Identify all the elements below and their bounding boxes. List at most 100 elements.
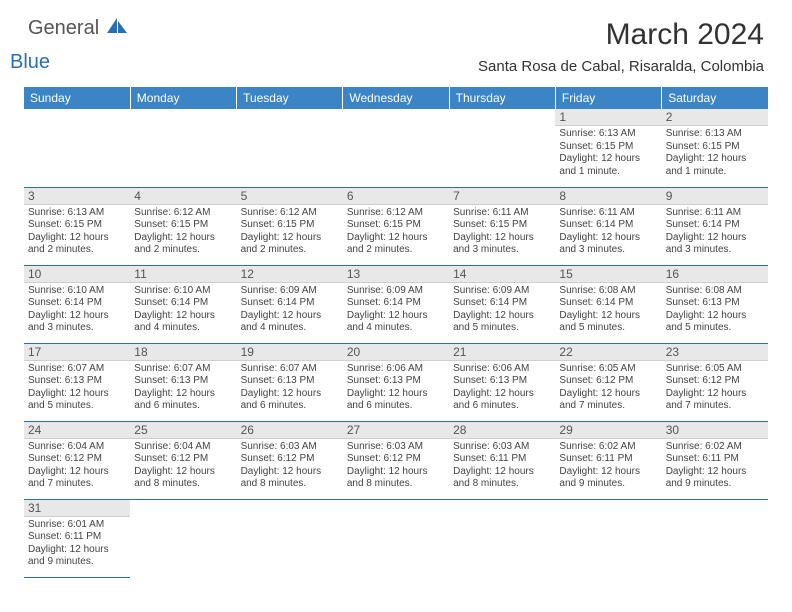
sunrise-text: Sunrise: 6:12 AM [241, 207, 339, 220]
sunset-text: Sunset: 6:14 PM [134, 297, 232, 310]
calendar-day-cell: 2Sunrise: 6:13 AMSunset: 6:15 PMDaylight… [662, 109, 768, 187]
day-number: 13 [343, 266, 449, 283]
calendar-day-cell [130, 109, 236, 187]
daylight-text: Daylight: 12 hours and 6 minutes. [134, 388, 232, 413]
month-title: March 2024 [478, 18, 764, 52]
sunset-text: Sunset: 6:13 PM [241, 375, 339, 388]
sunset-text: Sunset: 6:12 PM [28, 453, 126, 466]
day-number: 27 [343, 422, 449, 439]
day-details: Sunrise: 6:07 AMSunset: 6:13 PMDaylight:… [130, 361, 236, 416]
day-details: Sunrise: 6:06 AMSunset: 6:13 PMDaylight:… [449, 361, 555, 416]
sunset-text: Sunset: 6:14 PM [347, 297, 445, 310]
calendar-day-cell: 16Sunrise: 6:08 AMSunset: 6:13 PMDayligh… [662, 265, 768, 343]
sunrise-text: Sunrise: 6:08 AM [559, 285, 657, 298]
sunset-text: Sunset: 6:11 PM [28, 531, 126, 544]
day-details: Sunrise: 6:09 AMSunset: 6:14 PMDaylight:… [449, 283, 555, 338]
weekday-header: Tuesday [237, 87, 343, 109]
calendar-week-row: 10Sunrise: 6:10 AMSunset: 6:14 PMDayligh… [24, 265, 768, 343]
calendar-day-cell: 22Sunrise: 6:05 AMSunset: 6:12 PMDayligh… [555, 343, 661, 421]
page-header: General Blue March 2024 Santa Rosa de Ca… [0, 0, 792, 79]
calendar-week-row: 17Sunrise: 6:07 AMSunset: 6:13 PMDayligh… [24, 343, 768, 421]
daylight-text: Daylight: 12 hours and 3 minutes. [559, 232, 657, 257]
sunrise-text: Sunrise: 6:11 AM [453, 207, 551, 220]
sunset-text: Sunset: 6:12 PM [241, 453, 339, 466]
calendar-day-cell: 11Sunrise: 6:10 AMSunset: 6:14 PMDayligh… [130, 265, 236, 343]
sunset-text: Sunset: 6:11 PM [666, 453, 764, 466]
calendar-day-cell [449, 499, 555, 577]
brand-text-2: Blue [10, 51, 50, 73]
calendar-day-cell: 20Sunrise: 6:06 AMSunset: 6:13 PMDayligh… [343, 343, 449, 421]
calendar-day-cell [343, 109, 449, 187]
calendar-day-cell: 9Sunrise: 6:11 AMSunset: 6:14 PMDaylight… [662, 187, 768, 265]
daylight-text: Daylight: 12 hours and 3 minutes. [28, 310, 126, 335]
day-details: Sunrise: 6:11 AMSunset: 6:14 PMDaylight:… [662, 205, 768, 260]
weekday-header: Thursday [449, 87, 555, 109]
daylight-text: Daylight: 12 hours and 4 minutes. [347, 310, 445, 335]
daylight-text: Daylight: 12 hours and 1 minute. [559, 153, 657, 178]
sunrise-text: Sunrise: 6:03 AM [453, 441, 551, 454]
day-details: Sunrise: 6:11 AMSunset: 6:14 PMDaylight:… [555, 205, 661, 260]
sunrise-text: Sunrise: 6:02 AM [666, 441, 764, 454]
sunset-text: Sunset: 6:12 PM [666, 375, 764, 388]
sunset-text: Sunset: 6:14 PM [666, 219, 764, 232]
day-details: Sunrise: 6:07 AMSunset: 6:13 PMDaylight:… [24, 361, 130, 416]
sunset-text: Sunset: 6:12 PM [134, 453, 232, 466]
day-number: 16 [662, 266, 768, 283]
daylight-text: Daylight: 12 hours and 2 minutes. [241, 232, 339, 257]
day-details: Sunrise: 6:12 AMSunset: 6:15 PMDaylight:… [130, 205, 236, 260]
day-details: Sunrise: 6:03 AMSunset: 6:12 PMDaylight:… [237, 439, 343, 494]
day-details: Sunrise: 6:13 AMSunset: 6:15 PMDaylight:… [555, 126, 661, 181]
calendar-day-cell [343, 499, 449, 577]
calendar-day-cell: 6Sunrise: 6:12 AMSunset: 6:15 PMDaylight… [343, 187, 449, 265]
sunset-text: Sunset: 6:13 PM [347, 375, 445, 388]
calendar-day-cell [555, 499, 661, 577]
sunset-text: Sunset: 6:13 PM [453, 375, 551, 388]
sunset-text: Sunset: 6:15 PM [28, 219, 126, 232]
calendar-day-cell [237, 499, 343, 577]
title-block: March 2024 Santa Rosa de Cabal, Risarald… [478, 18, 764, 75]
day-number: 20 [343, 344, 449, 361]
calendar-day-cell: 18Sunrise: 6:07 AMSunset: 6:13 PMDayligh… [130, 343, 236, 421]
daylight-text: Daylight: 12 hours and 9 minutes. [559, 466, 657, 491]
sunset-text: Sunset: 6:14 PM [28, 297, 126, 310]
sunrise-text: Sunrise: 6:04 AM [28, 441, 126, 454]
day-number: 18 [130, 344, 236, 361]
calendar-day-cell: 26Sunrise: 6:03 AMSunset: 6:12 PMDayligh… [237, 421, 343, 499]
day-details: Sunrise: 6:12 AMSunset: 6:15 PMDaylight:… [237, 205, 343, 260]
day-number: 28 [449, 422, 555, 439]
day-number: 30 [662, 422, 768, 439]
sunrise-text: Sunrise: 6:01 AM [28, 519, 126, 532]
day-details: Sunrise: 6:08 AMSunset: 6:13 PMDaylight:… [662, 283, 768, 338]
calendar-day-cell [24, 109, 130, 187]
calendar-day-cell: 7Sunrise: 6:11 AMSunset: 6:15 PMDaylight… [449, 187, 555, 265]
calendar-day-cell: 10Sunrise: 6:10 AMSunset: 6:14 PMDayligh… [24, 265, 130, 343]
sail-icon [107, 18, 129, 38]
sunset-text: Sunset: 6:12 PM [347, 453, 445, 466]
weekday-header: Wednesday [343, 87, 449, 109]
calendar-day-cell: 19Sunrise: 6:07 AMSunset: 6:13 PMDayligh… [237, 343, 343, 421]
day-details: Sunrise: 6:13 AMSunset: 6:15 PMDaylight:… [662, 126, 768, 181]
day-details: Sunrise: 6:02 AMSunset: 6:11 PMDaylight:… [662, 439, 768, 494]
sunrise-text: Sunrise: 6:09 AM [241, 285, 339, 298]
day-number: 29 [555, 422, 661, 439]
calendar-day-cell: 31Sunrise: 6:01 AMSunset: 6:11 PMDayligh… [24, 499, 130, 577]
calendar-table: Sunday Monday Tuesday Wednesday Thursday… [24, 87, 768, 578]
calendar-day-cell: 3Sunrise: 6:13 AMSunset: 6:15 PMDaylight… [24, 187, 130, 265]
sunset-text: Sunset: 6:15 PM [666, 141, 764, 154]
sunrise-text: Sunrise: 6:07 AM [241, 363, 339, 376]
daylight-text: Daylight: 12 hours and 7 minutes. [559, 388, 657, 413]
calendar-day-cell: 5Sunrise: 6:12 AMSunset: 6:15 PMDaylight… [237, 187, 343, 265]
day-number: 17 [24, 344, 130, 361]
calendar-day-cell: 13Sunrise: 6:09 AMSunset: 6:14 PMDayligh… [343, 265, 449, 343]
day-number: 8 [555, 188, 661, 205]
day-details: Sunrise: 6:05 AMSunset: 6:12 PMDaylight:… [555, 361, 661, 416]
calendar-day-cell: 21Sunrise: 6:06 AMSunset: 6:13 PMDayligh… [449, 343, 555, 421]
day-details: Sunrise: 6:03 AMSunset: 6:11 PMDaylight:… [449, 439, 555, 494]
sunrise-text: Sunrise: 6:07 AM [134, 363, 232, 376]
daylight-text: Daylight: 12 hours and 1 minute. [666, 153, 764, 178]
day-number: 9 [662, 188, 768, 205]
day-details: Sunrise: 6:04 AMSunset: 6:12 PMDaylight:… [130, 439, 236, 494]
day-details: Sunrise: 6:08 AMSunset: 6:14 PMDaylight:… [555, 283, 661, 338]
day-number: 3 [24, 188, 130, 205]
calendar-day-cell: 29Sunrise: 6:02 AMSunset: 6:11 PMDayligh… [555, 421, 661, 499]
